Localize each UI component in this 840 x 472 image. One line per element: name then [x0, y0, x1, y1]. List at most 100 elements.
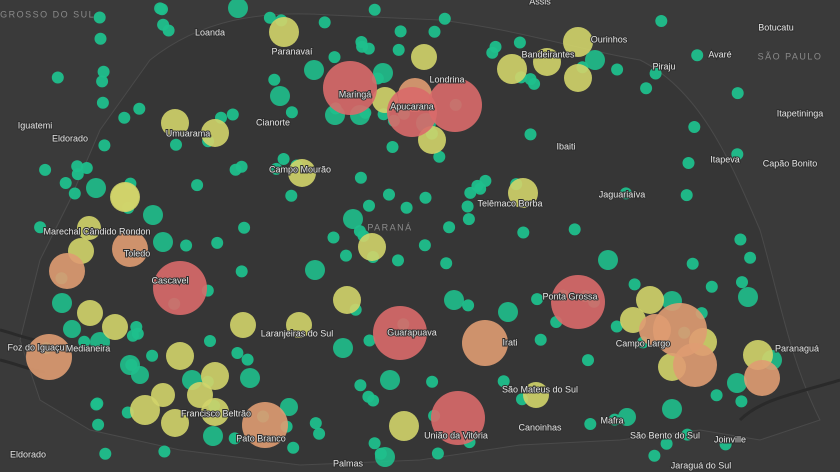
city-dot	[92, 418, 105, 431]
city-dot	[102, 314, 128, 340]
city-dot	[682, 157, 695, 169]
city-dot	[63, 320, 81, 338]
city-dot	[228, 432, 241, 445]
city-dot	[285, 106, 298, 119]
city-dot	[383, 188, 395, 201]
city-dot	[731, 148, 744, 161]
place-label: Toledo	[124, 248, 151, 258]
city-dot	[736, 276, 748, 289]
city-dot	[582, 354, 594, 367]
city-dot	[170, 138, 182, 151]
city-dot	[133, 102, 146, 115]
city-dot	[238, 221, 251, 234]
city-dot	[461, 200, 474, 213]
city-dot	[608, 413, 621, 426]
place-label: Laranjeiras do Sul	[261, 328, 334, 338]
city-dot	[508, 178, 538, 208]
city-dot	[705, 280, 718, 293]
place-label: Jaraguá do Sul	[671, 460, 732, 470]
city-dot	[497, 375, 510, 388]
place-label: Eldorado	[52, 133, 88, 143]
city-dot	[34, 221, 47, 234]
city-dot	[112, 231, 148, 267]
dots	[26, 0, 782, 467]
city-dot	[636, 286, 664, 314]
place-label: Irati	[502, 337, 517, 347]
city-dot	[375, 447, 395, 467]
city-dot	[534, 333, 547, 346]
city-dot	[313, 427, 326, 440]
place-label: São Bento do Sul	[630, 430, 700, 440]
place-label: Apucarana	[390, 101, 434, 111]
city-dot	[111, 183, 139, 211]
city-dot	[411, 44, 437, 70]
city-dot	[584, 418, 597, 430]
city-dot	[394, 25, 407, 38]
city-dot	[598, 250, 618, 270]
city-dot	[180, 239, 193, 252]
city-dot	[97, 65, 110, 78]
city-dot	[655, 15, 668, 27]
city-dot	[462, 299, 475, 312]
city-dot	[96, 96, 109, 109]
city-dot	[531, 293, 544, 306]
city-dot	[735, 395, 748, 408]
city-dot	[90, 332, 110, 352]
city-dot	[564, 64, 592, 92]
place-label: Maringá	[339, 89, 372, 99]
city-dot	[226, 108, 239, 121]
city-dot	[619, 187, 632, 200]
city-dot	[231, 347, 244, 359]
city-dot	[400, 201, 413, 214]
labels: MATO GROSSO DO SUL SÃO PAULO PARANÁ Assis Lo…	[0, 0, 824, 471]
city-dot	[356, 40, 369, 53]
city-dot	[277, 153, 290, 165]
city-dot	[380, 370, 400, 390]
city-dot	[551, 275, 605, 329]
city-dot	[143, 205, 163, 225]
city-dot	[59, 177, 72, 189]
city-dot	[201, 119, 229, 147]
place-label: Campo Mourão	[269, 164, 331, 174]
city-dot	[610, 320, 623, 333]
city-dot	[363, 199, 375, 212]
city-dot	[681, 428, 694, 441]
place-label: Jaguariaíva	[599, 189, 646, 199]
city-dot	[118, 111, 131, 124]
place-label: Pato Branco	[236, 433, 286, 443]
city-dot	[648, 449, 661, 462]
city-dot	[161, 409, 189, 437]
city-dot	[727, 373, 747, 393]
city-dot	[438, 12, 451, 25]
city-dot	[528, 77, 541, 90]
city-dot	[156, 3, 168, 16]
city-dot	[686, 257, 699, 270]
place-label: Paranaguá	[775, 343, 819, 353]
city-dot	[157, 18, 170, 31]
city-dot	[628, 278, 641, 291]
city-dot	[373, 306, 427, 360]
city-dot	[228, 0, 248, 18]
place-label: Ponta Grossa	[542, 291, 597, 301]
city-dot	[444, 290, 464, 310]
city-dot	[333, 338, 353, 358]
city-dot	[26, 334, 72, 380]
region-label: SÃO PAULO	[758, 51, 823, 61]
place-label: Capão Bonito	[763, 158, 818, 168]
city-dot	[640, 82, 653, 95]
place-label: Ourinhos	[591, 34, 628, 44]
city-dot	[287, 441, 300, 454]
city-dot	[269, 17, 299, 47]
city-dot	[340, 249, 352, 262]
city-dot	[731, 87, 744, 100]
place-label: Botucatu	[758, 22, 794, 32]
city-dot	[358, 233, 386, 261]
place-label: Londrina	[429, 74, 464, 84]
place-label: Itapetininga	[777, 108, 824, 118]
place-label: Cascavel	[151, 275, 188, 285]
place-label: Marechal Cândido Rondon	[43, 226, 150, 236]
city-dot	[241, 353, 254, 366]
city-dot	[146, 349, 159, 362]
city-dot	[431, 391, 485, 445]
